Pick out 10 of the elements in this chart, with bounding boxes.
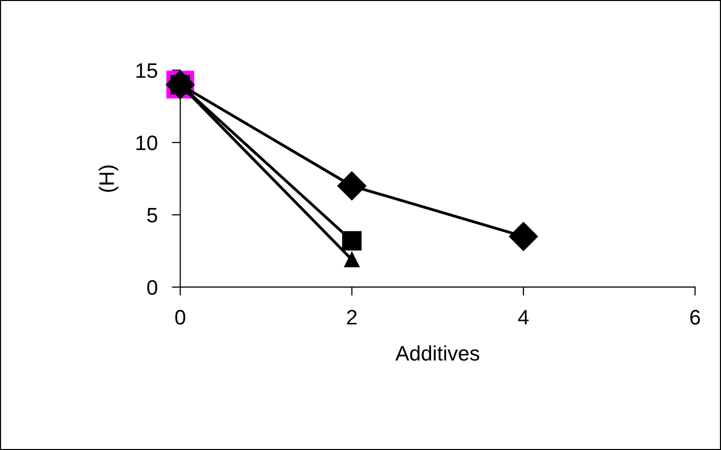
x-axis-title: Additives <box>395 345 480 361</box>
x-tick-label: 0 <box>175 310 186 325</box>
x-tick-label: 6 <box>690 310 700 325</box>
y-tick-label: 15 <box>136 63 158 78</box>
x-tick-label: 4 <box>518 310 529 324</box>
y-tick-label: 5 <box>147 208 158 223</box>
y-axis-title: (H) <box>98 165 118 192</box>
y-tick-label: 10 <box>136 136 158 150</box>
y-tick-label: 0 <box>147 280 158 295</box>
x-tick-label: 2 <box>347 310 357 324</box>
